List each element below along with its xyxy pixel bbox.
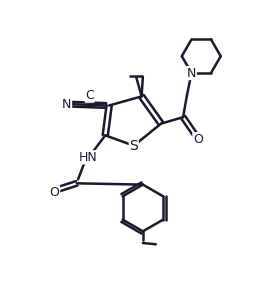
Text: HN: HN: [79, 151, 98, 164]
Text: N: N: [62, 98, 72, 111]
Text: O: O: [193, 133, 203, 146]
Text: N: N: [187, 66, 196, 80]
Text: S: S: [129, 139, 138, 153]
Text: C: C: [85, 89, 94, 102]
Text: O: O: [50, 186, 60, 199]
